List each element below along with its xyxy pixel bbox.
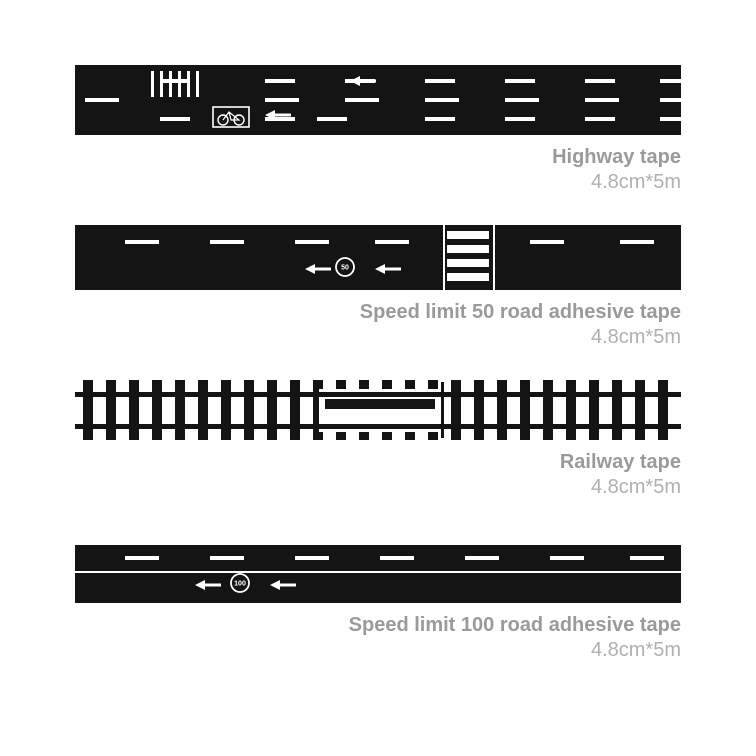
highway-tape-block: Highway tape4.8cm*5m — [75, 65, 681, 194]
speed100-tape-graphic: 100 — [75, 545, 681, 603]
speed50-label-size: 4.8cm*5m — [75, 326, 681, 349]
speed50-label-row: Speed limit 50 road adhesive tape4.8cm*5… — [75, 301, 681, 349]
svg-text:100: 100 — [234, 581, 246, 588]
railway-tape-block: Railway tape4.8cm*5m — [75, 380, 681, 499]
speed100-tape-block: 100 Speed limit 100 road adhesive tape4.8… — [75, 545, 681, 662]
highway-label-row: Highway tape4.8cm*5m — [75, 146, 681, 194]
speed100-label-size: 4.8cm*5m — [75, 639, 681, 662]
highway-label-title: Highway tape — [75, 146, 681, 169]
highway-label-size: 4.8cm*5m — [75, 171, 681, 194]
highway-tape-graphic — [75, 65, 681, 135]
railway-tape-graphic — [75, 380, 681, 440]
railway-label-row: Railway tape4.8cm*5m — [75, 451, 681, 499]
speed50-tape-graphic: 50 — [75, 225, 681, 290]
speed100-label-title: Speed limit 100 road adhesive tape — [75, 614, 681, 637]
speed100-label-row: Speed limit 100 road adhesive tape4.8cm*… — [75, 614, 681, 662]
railway-label-title: Railway tape — [75, 451, 681, 474]
speed50-tape-block: 50 Speed limit 50 road adhesive tape4.8cm… — [75, 225, 681, 349]
svg-text:50: 50 — [341, 265, 349, 272]
speed50-label-title: Speed limit 50 road adhesive tape — [75, 301, 681, 324]
railway-label-size: 4.8cm*5m — [75, 476, 681, 499]
